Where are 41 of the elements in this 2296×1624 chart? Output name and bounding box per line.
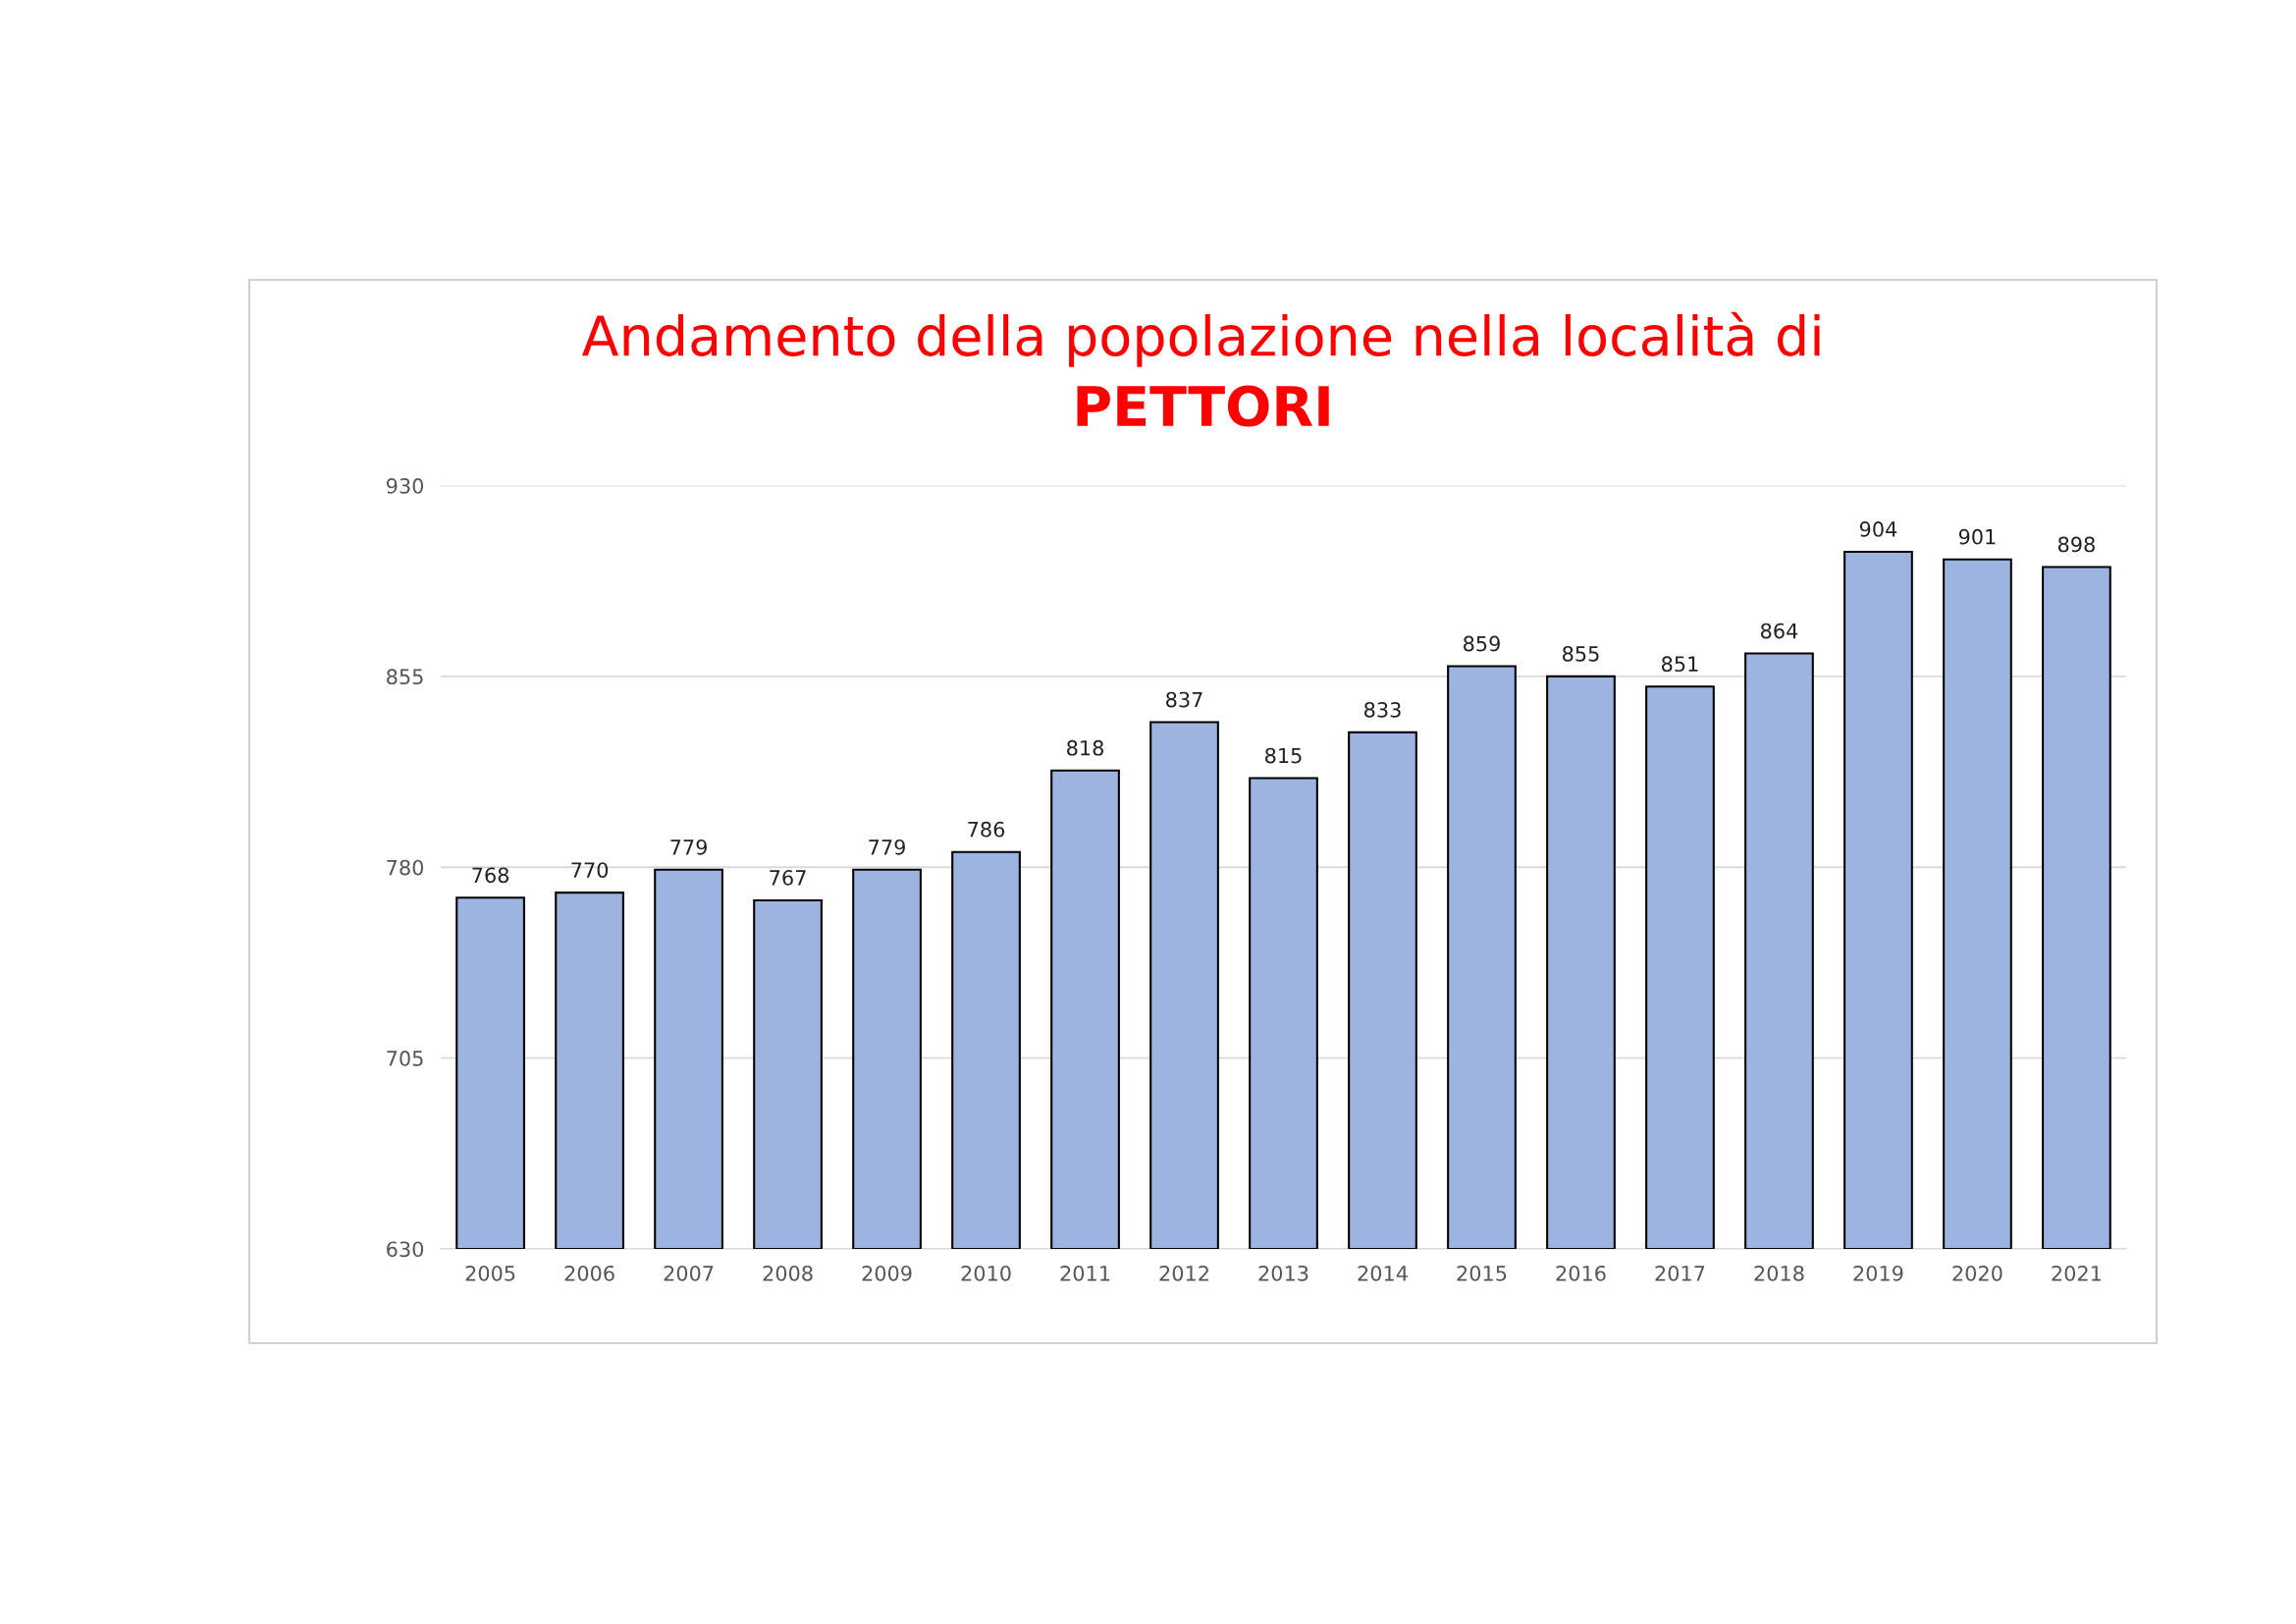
- y-tick-label: 855: [387, 669, 423, 685]
- y-tick-label: 780: [387, 859, 424, 876]
- data-label: 833: [1364, 701, 1401, 718]
- x-tick-label: 2013: [1258, 1265, 1308, 1281]
- data-label: 779: [670, 839, 707, 855]
- x-tick-label: 2015: [1457, 1265, 1507, 1281]
- x-tick-label: 2012: [1159, 1265, 1208, 1281]
- x-tick-label: 2007: [664, 1265, 714, 1281]
- x-tick-label: 2016: [1556, 1265, 1606, 1281]
- x-tick-label: 2020: [1952, 1265, 2002, 1281]
- y-tick-label: 705: [387, 1051, 423, 1066]
- x-tick-label: 2011: [1060, 1265, 1110, 1281]
- data-label: 786: [968, 821, 1005, 838]
- data-label: 768: [472, 867, 509, 884]
- y-tick-label: 630: [387, 1241, 424, 1258]
- x-tick-label: 2009: [862, 1265, 912, 1281]
- data-label: 837: [1166, 691, 1202, 708]
- x-tick-label: 2014: [1358, 1265, 1408, 1281]
- x-tick-label: 2005: [465, 1265, 515, 1281]
- data-label: 901: [1958, 528, 1996, 545]
- data-label: 767: [770, 870, 806, 886]
- chart-subtitle: PETTORI: [1077, 385, 1329, 427]
- x-tick-label: 2018: [1754, 1265, 1804, 1281]
- data-label: 770: [571, 862, 609, 878]
- data-label: 815: [1265, 747, 1302, 764]
- data-label: 859: [1464, 635, 1500, 652]
- data-label: 855: [1563, 645, 1599, 662]
- chart-title: Andamento della popolazione nella località di: [581, 311, 1820, 367]
- data-label: 779: [869, 839, 905, 855]
- data-label: 851: [1661, 656, 1698, 673]
- x-tick-label: 2010: [961, 1265, 1011, 1281]
- x-tick-label: 2006: [564, 1265, 614, 1281]
- x-tick-label: 2019: [1853, 1265, 1903, 1281]
- data-label: 818: [1067, 739, 1103, 756]
- x-tick-label: 2021: [2052, 1265, 2101, 1281]
- y-tick-label: 930: [386, 478, 424, 494]
- x-tick-label: 2008: [763, 1265, 813, 1281]
- data-label: 904: [1859, 521, 1897, 537]
- data-label: 898: [2057, 536, 2095, 553]
- x-tick-label: 2017: [1655, 1265, 1705, 1281]
- data-label: 864: [1760, 623, 1798, 639]
